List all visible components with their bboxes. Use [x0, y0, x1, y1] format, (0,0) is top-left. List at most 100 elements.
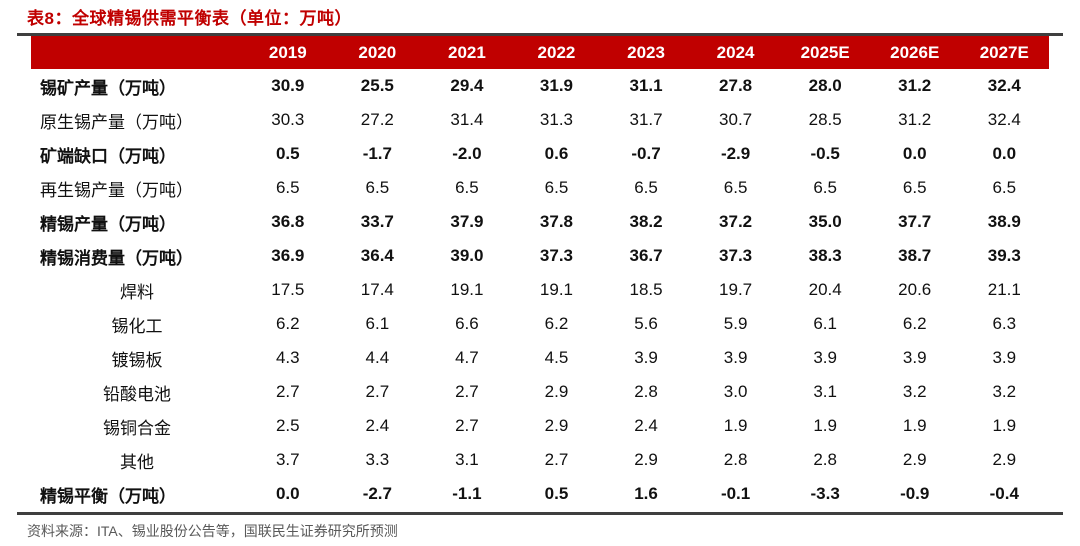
year-header-cell: 2020 — [358, 42, 397, 62]
row-label: 原生锡产量（万吨） — [40, 112, 193, 132]
value-cell: 3.3 — [365, 450, 390, 469]
value-cell: 2.8 — [723, 450, 748, 469]
value-cell: -2.0 — [452, 144, 482, 163]
value-cell: 2.9 — [992, 450, 1017, 469]
value-cell: 3.9 — [902, 348, 927, 367]
value-cell: 37.8 — [539, 212, 574, 231]
value-cell: 31.2 — [898, 76, 932, 95]
value-cell: 3.7 — [275, 450, 300, 469]
value-cell: 3.1 — [455, 450, 479, 469]
value-cell: -2.9 — [720, 144, 751, 163]
value-cell: 32.4 — [987, 110, 1021, 129]
value-cell: 0.5 — [544, 484, 569, 503]
value-cell: 2.9 — [544, 382, 569, 401]
value-cell: 21.1 — [987, 280, 1021, 299]
value-cell: 2.7 — [455, 382, 479, 401]
value-cell: -0.9 — [900, 484, 930, 503]
year-header-cell: 2027E — [979, 42, 1029, 62]
year-header-cell: 2022 — [537, 42, 576, 62]
value-cell: 0.0 — [992, 144, 1017, 163]
value-cell: 4.7 — [455, 348, 479, 367]
value-cell: 6.2 — [902, 314, 927, 333]
row-label: 精锡消费量（万吨） — [40, 248, 193, 268]
value-cell: 30.3 — [271, 110, 305, 129]
row-label: 精锡产量（万吨） — [40, 214, 176, 234]
value-cell: 31.2 — [898, 110, 932, 129]
value-cell: 3.1 — [813, 382, 837, 401]
value-cell: 1.9 — [902, 416, 927, 435]
value-cell: 38.3 — [808, 246, 842, 265]
value-cell: 1.9 — [813, 416, 837, 435]
value-cell: -0.5 — [810, 144, 840, 163]
value-cell: 0.0 — [275, 484, 300, 503]
value-cell: 3.0 — [723, 382, 748, 401]
value-cell: 6.1 — [365, 314, 390, 333]
value-cell: 19.1 — [539, 280, 574, 299]
value-cell: 6.5 — [365, 178, 390, 197]
value-cell: 6.5 — [813, 178, 837, 197]
value-cell: 2.7 — [544, 450, 569, 469]
value-cell: 6.3 — [992, 314, 1017, 333]
row-label: 矿端缺口（万吨） — [40, 146, 176, 166]
table-row: 锡化工 6.2 6.1 6.6 6.2 5.6 5.9 6.1 6.2 6.3 — [31, 307, 1049, 341]
value-cell: 2.9 — [544, 416, 569, 435]
value-cell: 4.5 — [544, 348, 569, 367]
value-cell: 20.6 — [898, 280, 932, 299]
value-cell: 3.2 — [992, 382, 1017, 401]
value-cell: 35.0 — [808, 212, 842, 231]
value-cell: 30.9 — [271, 76, 305, 95]
value-cell: 6.1 — [813, 314, 837, 333]
value-cell: 29.4 — [450, 76, 484, 95]
row-label: 铅酸电池 — [103, 384, 171, 404]
value-cell: 36.9 — [271, 246, 305, 265]
value-cell: 3.9 — [992, 348, 1017, 367]
year-header-cell: 2023 — [627, 42, 665, 62]
row-label: 精锡平衡（万吨） — [40, 486, 176, 506]
row-label: 锡铜合金 — [103, 418, 171, 438]
value-cell: 2.4 — [634, 416, 658, 435]
value-cell: 36.7 — [629, 246, 663, 265]
value-cell: 5.9 — [723, 314, 748, 333]
value-cell: 3.9 — [723, 348, 748, 367]
table-row: 其他 3.7 3.3 3.1 2.7 2.9 2.8 2.8 2.9 2.9 — [31, 443, 1049, 477]
value-cell: 2.4 — [365, 416, 390, 435]
value-cell: 0.0 — [902, 144, 927, 163]
title-rule-divider — [17, 33, 1063, 36]
value-cell: 5.6 — [634, 314, 658, 333]
value-cell: 36.4 — [360, 246, 394, 265]
value-cell: 2.8 — [813, 450, 837, 469]
year-header-cell: 2025E — [800, 42, 850, 62]
value-cell: 3.9 — [634, 348, 658, 367]
value-cell: 6.5 — [992, 178, 1017, 197]
value-cell: 6.2 — [544, 314, 569, 333]
value-cell: 32.4 — [987, 76, 1021, 95]
value-cell: 2.8 — [634, 382, 658, 401]
row-label: 镀锡板 — [111, 350, 163, 370]
value-cell: 2.7 — [455, 416, 479, 435]
value-cell: 2.7 — [365, 382, 390, 401]
value-cell: 1.6 — [634, 484, 658, 503]
value-cell: 28.5 — [808, 110, 842, 129]
table-row: 精锡产量（万吨） 36.8 33.7 37.9 37.8 38.2 37.2 35.0 37.7… — [31, 205, 1049, 239]
value-cell: -1.7 — [362, 144, 392, 163]
table-row: 精锡消费量（万吨） 36.9 36.4 39.0 37.3 36.7 37.3 38.3 38.… — [31, 239, 1049, 273]
value-cell: 38.9 — [987, 212, 1021, 231]
value-cell: 28.0 — [808, 76, 842, 95]
table-row: 镀锡板 4.3 4.4 4.7 4.5 3.9 3.9 3.9 3.9 3.9 — [31, 341, 1049, 375]
value-cell: 17.5 — [271, 280, 305, 299]
value-cell: -0.7 — [631, 144, 661, 163]
value-cell: 6.5 — [455, 178, 479, 197]
value-cell: 39.3 — [987, 246, 1021, 265]
value-cell: 2.9 — [634, 450, 658, 469]
value-cell: 6.5 — [902, 178, 927, 197]
value-cell: 6.5 — [634, 178, 658, 197]
value-cell: 20.4 — [808, 280, 842, 299]
table-row: 铅酸电池 2.7 2.7 2.7 2.9 2.8 3.0 3.1 3.2 3.2 — [31, 375, 1049, 409]
table-body: 锡矿产量（万吨） 30.9 25.5 29.4 31.9 31.1 27.8 28.0 31.2… — [31, 69, 1049, 511]
year-header-cell: 2019 — [268, 42, 307, 62]
value-cell: 2.7 — [275, 382, 300, 401]
value-cell: 6.5 — [723, 178, 748, 197]
value-cell: 31.4 — [450, 110, 484, 129]
value-cell: 36.8 — [271, 212, 305, 231]
